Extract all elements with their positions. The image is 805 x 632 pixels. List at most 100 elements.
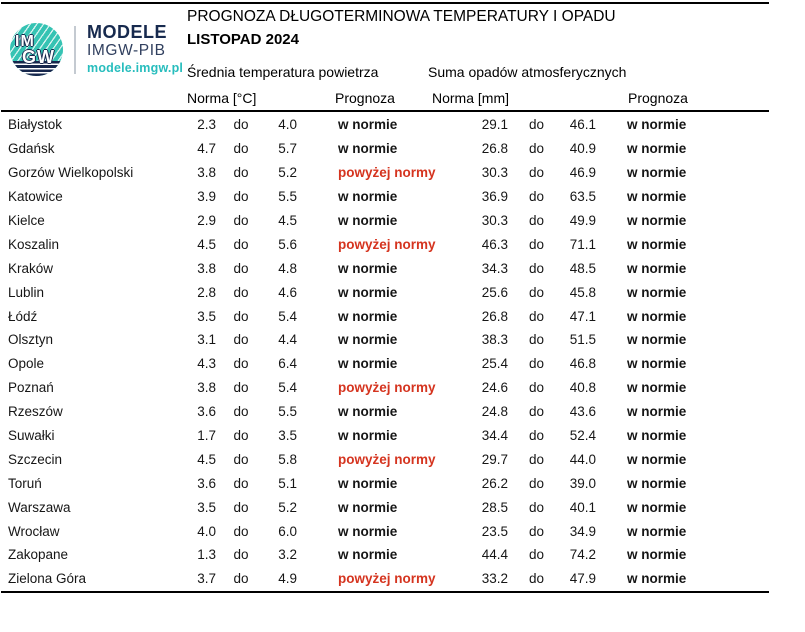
precip-range-separator: do	[528, 499, 545, 515]
temp-range-separator: do	[233, 404, 249, 420]
precip-range-separator: do	[528, 523, 545, 539]
temp-norm-low: 3.7	[197, 571, 216, 587]
table-row: Koszalin 4.5 do 5.6 powyżej normy 46.3 do 71.1 w…	[0, 232, 770, 256]
temp-norm-high: 5.6	[278, 236, 297, 252]
precip-norm-low: 33.2	[481, 571, 508, 587]
city-name: Koszalin	[8, 236, 60, 252]
precip-norm-high: 52.4	[569, 428, 596, 444]
city-name: Łódź	[8, 308, 38, 324]
city-name: Poznań	[8, 380, 54, 396]
temp-forecast: w normie	[338, 308, 398, 324]
precip-norm-high: 40.8	[569, 380, 596, 396]
precip-range-separator: do	[528, 356, 545, 372]
city-name: Katowice	[8, 189, 63, 205]
precip-norm-low: 26.8	[481, 141, 508, 157]
temp-range-separator: do	[233, 547, 249, 563]
temp-range-separator: do	[233, 284, 249, 300]
temp-norm-low: 3.6	[197, 404, 216, 420]
temp-norm-high: 6.4	[278, 356, 297, 372]
precip-forecast: w normie	[627, 547, 687, 563]
precip-norm-high: 47.9	[569, 571, 596, 587]
temp-norm-low: 2.3	[197, 117, 216, 133]
precip-range-separator: do	[528, 165, 545, 181]
precip-range-separator: do	[528, 451, 545, 467]
precip-range-separator: do	[528, 141, 545, 157]
precip-range-separator: do	[528, 308, 545, 324]
temp-norm-low: 4.0	[197, 523, 216, 539]
table-row: Kielce 2.9 do 4.5 w normie 30.3 do 49.9 w normie	[0, 209, 770, 233]
temp-forecast: powyżej normy	[338, 236, 436, 252]
precip-norm-low: 29.1	[481, 117, 508, 133]
precip-norm-high: 40.1	[569, 499, 596, 515]
brand-url: modele.imgw.pl	[87, 61, 184, 76]
city-name: Zielona Góra	[8, 571, 87, 587]
brand-block: MODELE IMGW-PIB modele.imgw.pl	[87, 22, 184, 76]
city-name: Kraków	[8, 260, 54, 276]
temp-norm-high: 5.1	[278, 475, 297, 491]
city-name: Wrocław	[8, 523, 60, 539]
precip-norm-low: 44.4	[481, 547, 508, 563]
table-row: Poznań 3.8 do 5.4 powyżej normy 24.6 do 40.8 w n…	[0, 376, 770, 400]
temp-norm-header: Norma [°C]	[187, 90, 257, 106]
precip-norm-low: 28.5	[481, 499, 508, 515]
table-row: Warszawa 3.5 do 5.2 w normie 28.5 do 40.1 w norm…	[0, 495, 770, 519]
temp-forecast: w normie	[338, 523, 398, 539]
city-name: Toruń	[8, 475, 42, 491]
precip-range-separator: do	[528, 380, 545, 396]
precip-forecast: w normie	[627, 451, 687, 467]
temp-range-separator: do	[233, 308, 249, 324]
table-row: Zielona Góra 3.7 do 4.9 powyżej normy 33.2 do 4…	[0, 567, 770, 591]
page-title: PROGNOZA DŁUGOTERMINOWA TEMPERATURY I OP…	[187, 8, 616, 25]
temp-norm-low: 1.7	[197, 428, 216, 444]
precip-norm-high: 39.0	[569, 475, 596, 491]
precip-norm-low: 36.9	[481, 189, 508, 205]
precip-norm-high: 63.5	[569, 189, 596, 205]
temp-norm-low: 4.7	[197, 141, 216, 157]
temp-norm-low: 3.9	[197, 189, 216, 205]
precip-range-separator: do	[528, 475, 545, 491]
temp-norm-low: 3.5	[197, 499, 216, 515]
table-row: Suwałki 1.7 do 3.5 w normie 34.4 do 52.4 w normi…	[0, 424, 770, 448]
temp-forecast: w normie	[338, 356, 398, 372]
precip-norm-low: 34.4	[481, 428, 508, 444]
temp-forecast: w normie	[338, 117, 398, 133]
temp-range-separator: do	[233, 499, 249, 515]
city-name: Opole	[8, 356, 45, 372]
temp-forecast: w normie	[338, 213, 398, 228]
precip-forecast: w normie	[627, 189, 687, 205]
table-row: Lublin 2.8 do 4.6 w normie 25.6 do 45.8 w normie	[0, 280, 770, 304]
temp-forecast: powyżej normy	[338, 571, 436, 587]
table-row: Gorzów Wielkopolski 3.8 do 5.2 powyżej normy…	[0, 161, 770, 185]
city-name: Lublin	[8, 284, 45, 300]
precip-forecast: w normie	[627, 308, 687, 324]
city-name: Zakopane	[8, 547, 69, 563]
precip-range-separator: do	[528, 332, 545, 348]
city-name: Rzeszów	[8, 404, 63, 420]
precip-norm-low: 38.3	[481, 332, 508, 348]
temp-norm-high: 5.4	[278, 308, 297, 324]
precip-norm-low: 26.2	[481, 475, 508, 491]
precip-norm-high: 40.9	[569, 141, 596, 157]
temp-range-separator: do	[233, 165, 249, 181]
precip-norm-low: 30.3	[481, 165, 508, 181]
precip-forecast: w normie	[627, 356, 687, 372]
temp-forecast: w normie	[338, 141, 398, 157]
brand-subname: IMGW-PIB	[87, 41, 166, 59]
precip-range-separator: do	[528, 260, 545, 276]
table-row: Wrocław 4.0 do 6.0 w normie 23.5 do 34.9 w normi…	[0, 519, 770, 543]
precip-norm-low: 25.6	[481, 284, 508, 300]
temp-range-separator: do	[233, 117, 249, 133]
precip-norm-low: 29.7	[481, 451, 508, 467]
temp-forecast: powyżej normy	[338, 380, 436, 396]
precip-norm-low: 26.8	[481, 308, 508, 324]
temp-norm-high: 5.2	[278, 499, 297, 515]
city-name: Suwałki	[8, 428, 55, 444]
temp-norm-high: 5.7	[278, 141, 297, 157]
precip-range-separator: do	[528, 428, 545, 444]
precip-norm-high: 48.5	[569, 260, 596, 276]
precip-forecast: w normie	[627, 213, 687, 228]
precip-norm-high: 46.1	[569, 117, 596, 133]
imgw-logo-circle: IM GW	[10, 23, 63, 76]
precip-forecast: w normie	[627, 165, 687, 181]
